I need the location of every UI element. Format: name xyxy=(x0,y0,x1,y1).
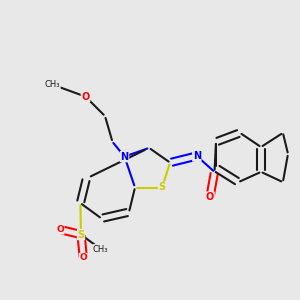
Text: O: O xyxy=(80,254,87,262)
Text: CH₃: CH₃ xyxy=(45,80,60,89)
Text: N: N xyxy=(193,151,201,161)
Text: S: S xyxy=(158,182,166,193)
Text: O: O xyxy=(56,225,64,234)
Text: CH₃: CH₃ xyxy=(93,244,108,253)
Text: O: O xyxy=(81,92,90,102)
Text: S: S xyxy=(77,230,85,240)
Text: N: N xyxy=(120,152,129,162)
Text: O: O xyxy=(206,192,214,202)
